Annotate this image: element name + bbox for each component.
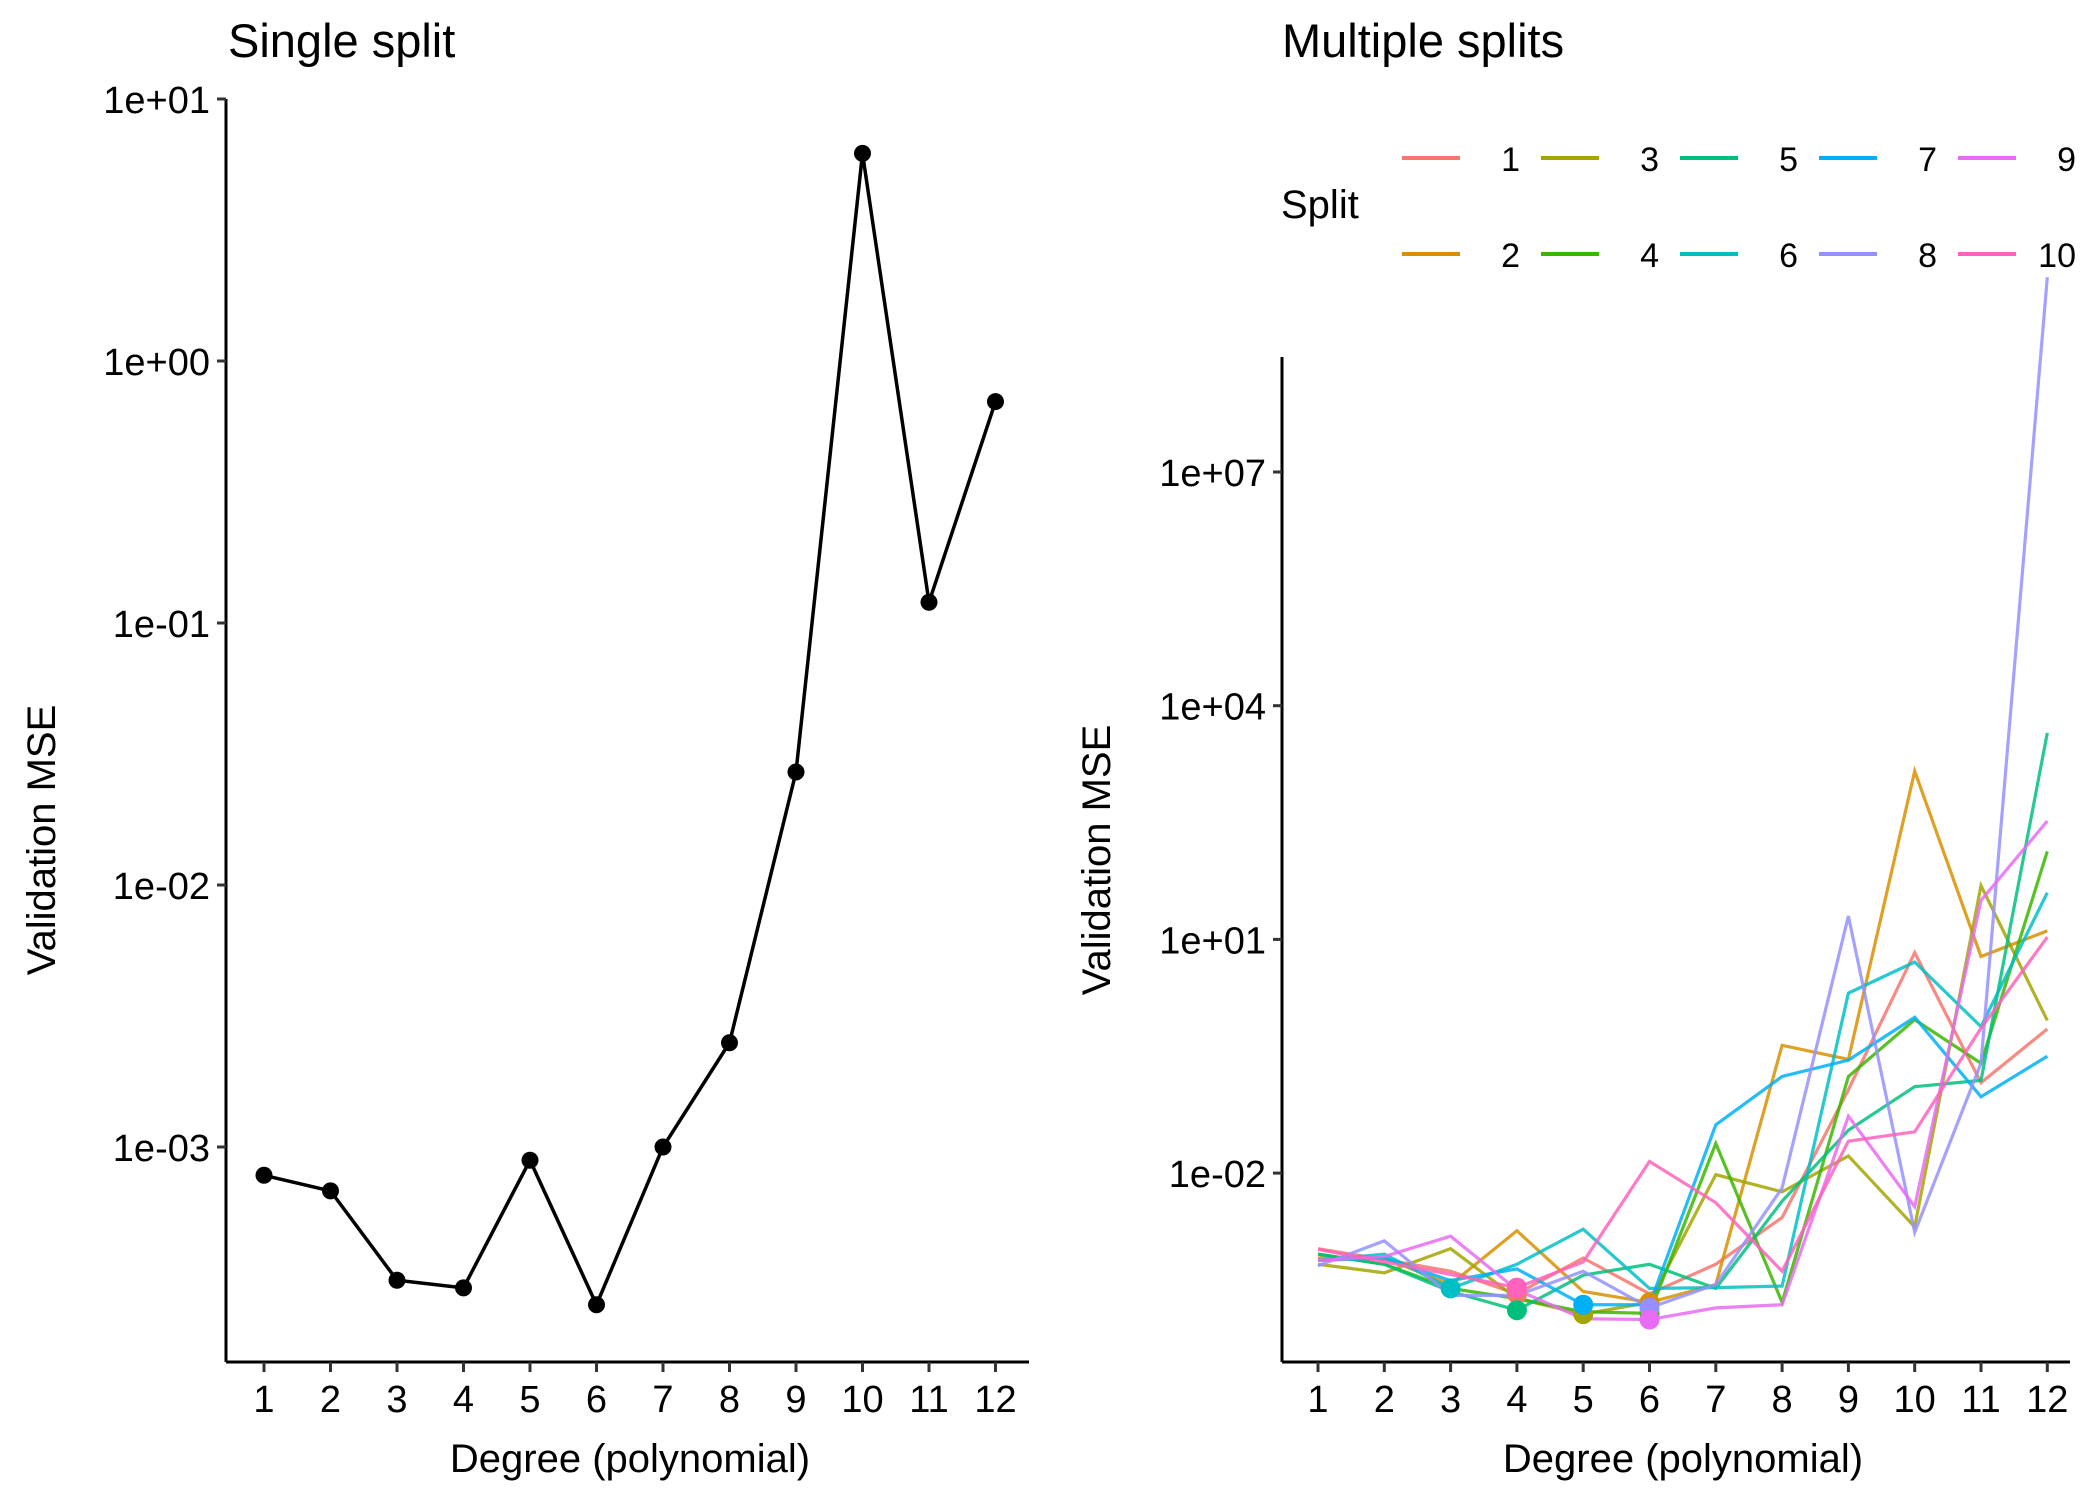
series-line-split-3 bbox=[1317, 880, 2049, 1316]
left-y-tick-label: 1e-01 bbox=[113, 604, 210, 646]
left-x-tick-label: 5 bbox=[519, 1379, 540, 1421]
series-line-split-6 bbox=[1317, 891, 2049, 1291]
right-x-tick-label: 2 bbox=[1374, 1379, 1395, 1421]
right-y-tick-label: 1e+07 bbox=[1159, 453, 1266, 495]
left-title: Single split bbox=[228, 14, 455, 67]
series-line-split-2 bbox=[1318, 765, 2048, 1305]
left-x-tick-label: 8 bbox=[719, 1379, 740, 1421]
left-y-tick-label: 1e+00 bbox=[103, 342, 210, 384]
left-x-tick-label: 4 bbox=[453, 1379, 474, 1421]
left-x-tick-label: 1 bbox=[253, 1379, 274, 1421]
left-y-tick-label: 1e+01 bbox=[103, 80, 210, 122]
right-x-tick-label: 6 bbox=[1639, 1379, 1660, 1421]
legend-label-split-6: 6 bbox=[1779, 237, 1798, 275]
min-point-split-7 bbox=[1573, 1294, 1594, 1315]
right-x-tick-label: 11 bbox=[1961, 1379, 2000, 1421]
panel-single-split: Single split Validation MSE Degree (poly… bbox=[20, 14, 1029, 1481]
min-point-split-6 bbox=[1440, 1278, 1461, 1299]
right-x-tick-label: 12 bbox=[2026, 1379, 2068, 1421]
left-data-point bbox=[521, 1151, 539, 1169]
left-data-point bbox=[987, 393, 1004, 411]
right-x-tick-label: 1 bbox=[1307, 1379, 1328, 1421]
right-x-tick-label: 4 bbox=[1506, 1379, 1527, 1421]
legend-label-split-3: 3 bbox=[1640, 141, 1659, 179]
right-marks bbox=[1317, 277, 2049, 1330]
right-ylabel: Validation MSE bbox=[1075, 725, 1119, 996]
legend-label-split-2: 2 bbox=[1501, 237, 1520, 275]
left-y-tick-label: 1e-03 bbox=[113, 1128, 210, 1170]
right-y-tick-label: 1e+04 bbox=[1159, 687, 1266, 729]
series-line-split-10 bbox=[1317, 936, 2049, 1290]
right-x-tick-label: 3 bbox=[1440, 1379, 1461, 1421]
legend-label-split-4: 4 bbox=[1640, 237, 1659, 275]
left-data-point bbox=[721, 1034, 738, 1052]
legend-label-split-10: 10 bbox=[2038, 237, 2076, 275]
right-y-tick-label: 1e+01 bbox=[1159, 920, 1266, 962]
right-x-tick-label: 9 bbox=[1838, 1379, 1859, 1421]
right-axes bbox=[1273, 357, 2070, 1372]
left-x-tick-label: 3 bbox=[386, 1379, 407, 1421]
left-x-tick-label: 2 bbox=[320, 1379, 341, 1421]
left-data-point bbox=[388, 1271, 406, 1289]
left-ylabel: Validation MSE bbox=[20, 705, 64, 976]
left-x-tick-label: 9 bbox=[785, 1379, 806, 1421]
right-x-tick-label: 10 bbox=[1894, 1379, 1936, 1421]
min-point-split-9 bbox=[1639, 1309, 1660, 1330]
series-line-split-8 bbox=[1317, 277, 2049, 1310]
legend-label-split-7: 7 bbox=[1918, 141, 1937, 179]
left-x-tick-label: 6 bbox=[586, 1379, 607, 1421]
series-line-split-9 bbox=[1317, 819, 2049, 1322]
legend-label-split-5: 5 bbox=[1779, 141, 1798, 179]
legend-label-split-9: 9 bbox=[2057, 141, 2076, 179]
panel-multiple-splits: Multiple splits Validation MSE Degree (p… bbox=[1075, 14, 2076, 1481]
min-point-split-10 bbox=[1506, 1277, 1527, 1298]
left-axes bbox=[217, 97, 1029, 1372]
left-data-point bbox=[322, 1182, 339, 1200]
legend-title: Split bbox=[1281, 183, 1359, 227]
right-x-tick-label: 5 bbox=[1573, 1379, 1594, 1421]
right-xlabel: Degree (polynomial) bbox=[1503, 1437, 1863, 1481]
legend: 1 2 3 4 5 6 7 8 9 10 bbox=[1402, 141, 2076, 275]
left-data-point bbox=[255, 1166, 273, 1184]
left-series-line bbox=[263, 153, 998, 1310]
right-x-tick-label: 8 bbox=[1772, 1379, 1793, 1421]
right-title: Multiple splits bbox=[1282, 14, 1564, 67]
min-point-split-5 bbox=[1506, 1300, 1527, 1321]
left-marks bbox=[255, 144, 1004, 1314]
left-y-tick-label: 1e-02 bbox=[113, 866, 210, 908]
right-x-tick-label: 7 bbox=[1705, 1379, 1726, 1421]
left-x-tick-label: 12 bbox=[974, 1379, 1016, 1421]
left-data-point bbox=[455, 1279, 472, 1297]
series-line-split-7 bbox=[1317, 1015, 2049, 1307]
right-y-tick-label: 1e-02 bbox=[1169, 1154, 1266, 1196]
left-data-point bbox=[588, 1296, 605, 1314]
series-line-split-5 bbox=[1317, 732, 2049, 1312]
left-xlabel: Degree (polynomial) bbox=[450, 1437, 810, 1481]
left-x-tick-label: 10 bbox=[841, 1379, 883, 1421]
left-x-tick-label: 11 bbox=[909, 1379, 948, 1421]
legend-label-split-1: 1 bbox=[1501, 141, 1520, 179]
left-data-point bbox=[920, 593, 938, 611]
legend-label-split-8: 8 bbox=[1918, 237, 1937, 275]
left-data-point bbox=[787, 763, 805, 781]
left-data-point bbox=[654, 1138, 672, 1156]
left-data-point bbox=[854, 144, 871, 162]
left-x-tick-label: 7 bbox=[652, 1379, 673, 1421]
